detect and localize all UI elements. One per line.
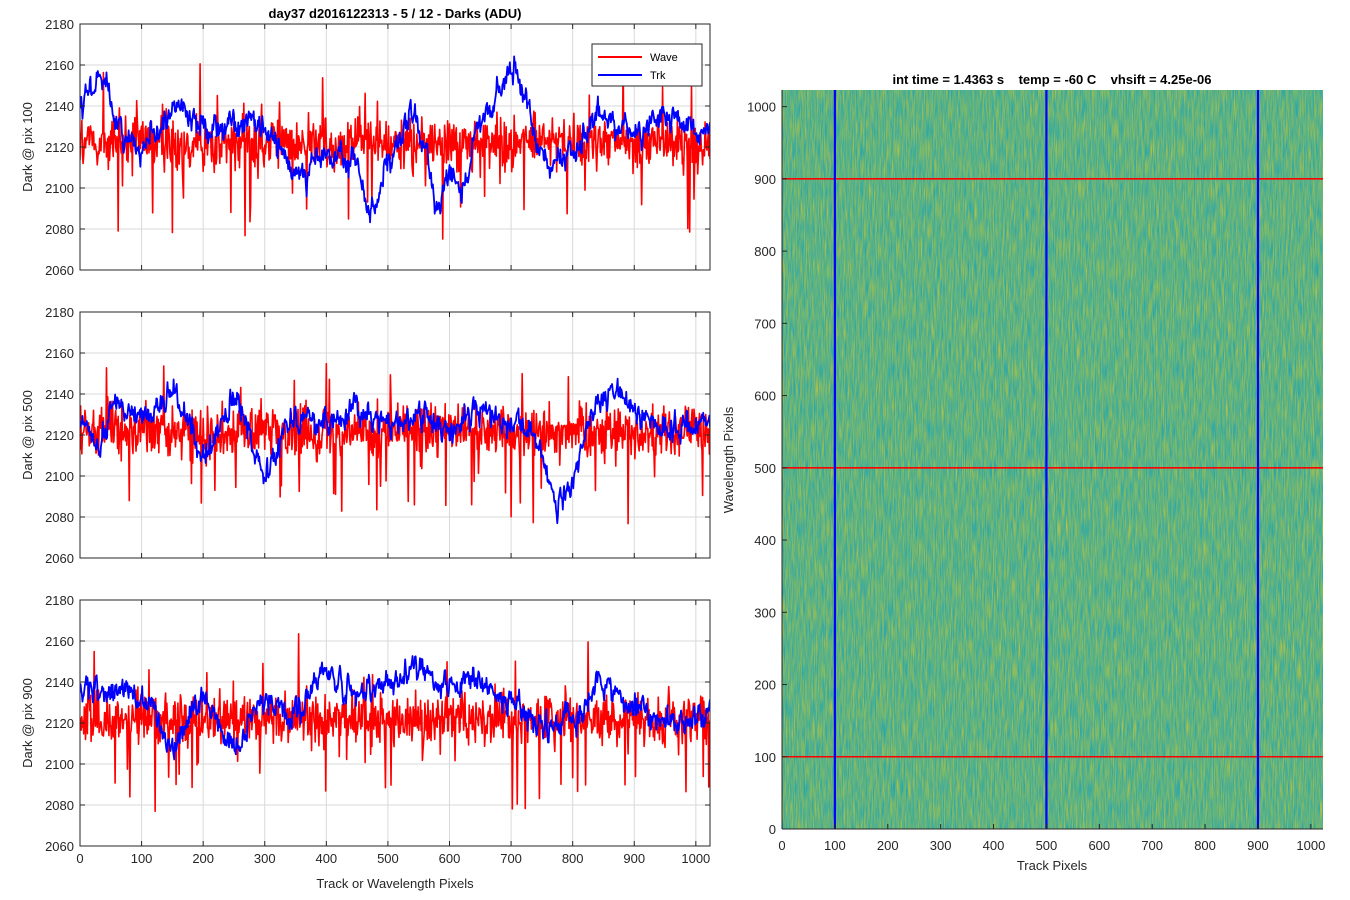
heatmap-y-tick-label: 900 [754,172,776,187]
y-tick-label: 2140 [45,387,74,402]
x-tick-label: 500 [377,851,399,866]
x-tick-label: 200 [192,851,214,866]
legend-label-trk: Trk [650,70,666,82]
heatmap-y-tick-label: 100 [754,750,776,765]
series-trk-line [80,55,710,224]
x-tick-label: 800 [562,851,584,866]
heatmap-x-tick-label: 200 [877,838,899,853]
x-tick-label: 600 [439,851,461,866]
ylabel-pix-900: Dark @ pix 900 [20,678,35,768]
y-tick-label: 2080 [45,222,74,237]
heatmap-x-tick-label: 600 [1088,838,1110,853]
heatmap-x-tick-label: 900 [1247,838,1269,853]
y-tick-label: 2120 [45,428,74,443]
legend-label-wave: Wave [650,52,678,64]
heatmap-y-tick-label: 1000 [747,100,776,115]
series-wave-line [80,632,710,813]
y-tick-label: 2120 [45,140,74,155]
heatmap-y-tick-label: 800 [754,244,776,259]
heatmap-x-tick-label: 500 [1036,838,1058,853]
y-tick-label: 2100 [45,181,74,196]
y-tick-label: 2160 [45,58,74,73]
heatmap-x-tick-label: 1000 [1296,838,1325,853]
y-tick-label: 2080 [45,510,74,525]
x-tick-label: 1000 [681,851,710,866]
y-tick-label: 2160 [45,346,74,361]
y-tick-label: 2140 [45,675,74,690]
right-ylabel: Wavelength Pixels [721,406,736,513]
y-tick-label: 2160 [45,634,74,649]
series-trk-line [80,377,710,525]
heatmap-y-tick-label: 700 [754,316,776,331]
left-chart-title: day37 d2016122313 - 5 / 12 - Darks (ADU) [269,6,522,21]
heatmap-y-tick-label: 0 [769,822,776,837]
heatmap-x-tick-label: 400 [983,838,1005,853]
x-tick-label: 400 [315,851,337,866]
heatmap-x-tick-label: 300 [930,838,952,853]
heatmap-x-tick-label: 100 [824,838,846,853]
y-tick-label: 2100 [45,469,74,484]
series-group [80,362,710,525]
ylabel-pix-100: Dark @ pix 100 [20,102,35,192]
y-tick-label: 2100 [45,757,74,772]
y-tick-label: 2140 [45,99,74,114]
y-tick-label: 2060 [45,551,74,566]
series-trk-line [80,655,710,761]
y-tick-label: 2060 [45,263,74,278]
heatmap-texture-low [782,90,1323,829]
series-group [80,55,710,240]
right-chart-title: int time = 1.4363 s temp = -60 C vhsift … [892,72,1211,87]
heatmap-y-tick-label: 300 [754,605,776,620]
x-tick-label: 900 [623,851,645,866]
heatmap-darks: 0 100 200 300 400 500 600 700 800 900 1000 0 100 200 3… [747,90,1325,853]
y-tick-label: 2060 [45,839,74,854]
heatmap-y-tick-label: 200 [754,678,776,693]
plot-dark-pix-900: 0 100 200 300 400 500 600 700 800 900 1000 2060 2080… [45,593,711,866]
legend: Wave Trk [591,43,703,87]
y-tick-label: 2120 [45,716,74,731]
heatmap-x-tick-label: 0 [778,838,785,853]
left-xlabel: Track or Wavelength Pixels [316,876,474,891]
x-tick-label: 300 [254,851,276,866]
x-tick-label: 0 [76,851,83,866]
right-xlabel: Track Pixels [1017,858,1088,873]
heatmap-y-tick-label: 500 [754,461,776,476]
series-wave-line [80,62,710,240]
heatmap-x-tick-label: 800 [1194,838,1216,853]
heatmap-x-tick-label: 700 [1141,838,1163,853]
heatmap-y-tick-label: 600 [754,389,776,404]
ylabel-pix-500: Dark @ pix 500 [20,390,35,480]
legend-box [591,43,703,87]
x-tick-label: 700 [500,851,522,866]
x-tick-label: 100 [131,851,153,866]
y-tick-label: 2180 [45,17,74,32]
y-tick-label: 2180 [45,593,74,608]
y-tick-label: 2080 [45,798,74,813]
plot-dark-pix-500: 2060 2080 2100 2120 2140 2160 2180 [45,305,711,566]
y-tick-label: 2180 [45,305,74,320]
heatmap-y-tick-label: 400 [754,533,776,548]
series-group [80,632,710,813]
